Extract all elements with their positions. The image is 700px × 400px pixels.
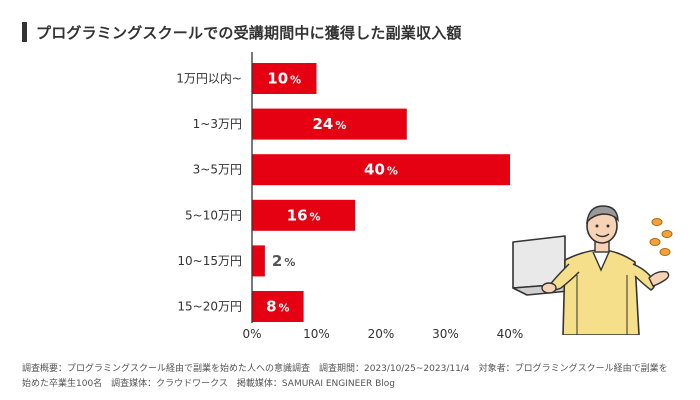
- bar: [252, 199, 356, 231]
- x-tick-label: 30%: [432, 327, 459, 341]
- value-label: 40%: [364, 161, 398, 179]
- x-tick-label: 0%: [242, 327, 261, 341]
- value-label: 2%: [272, 252, 295, 270]
- chart-title: プログラミングスクールでの受講期間中に獲得した副業収入額: [22, 20, 462, 44]
- value-label: 8%: [266, 298, 289, 316]
- category-label: 15~20万円: [177, 300, 242, 314]
- value-label: 16%: [287, 206, 321, 224]
- value-label: 24%: [312, 115, 346, 133]
- coin-icon: [649, 218, 673, 256]
- bar: [252, 108, 407, 140]
- survey-footnote: 調査概要：プログラミングスクール経由で副業を始めた人への意識調査 調査期間：20…: [22, 362, 682, 392]
- footnote-line-2: 始めた卒業生100名 調査媒体：クラウドワークス 掲載媒体：SAMURAI EN…: [22, 379, 396, 389]
- category-label: 10~15万円: [177, 254, 242, 268]
- chart-title-text: プログラミングスクールでの受講期間中に獲得した副業収入額: [36, 23, 462, 42]
- footnote-line-1: 調査概要：プログラミングスクール経由で副業を始めた人への意識調査 調査期間：20…: [22, 364, 668, 374]
- bar: [252, 291, 304, 322]
- person-with-laptop-illustration-icon: [512, 205, 673, 335]
- bar: [252, 154, 510, 186]
- bar: [252, 245, 265, 277]
- category-label: 1万円以内~: [176, 72, 242, 86]
- category-label: 5~10万円: [185, 208, 242, 222]
- category-label: 3~5万円: [193, 163, 242, 177]
- bar-chart: 1万円以内~ 10 % 1~3万円 24 % 3~5万円 40 % 5~10万円 16 % 10~15万…: [176, 52, 524, 341]
- bar: [252, 63, 317, 94]
- value-label: 10%: [267, 70, 301, 88]
- x-tick-label: 20%: [368, 327, 395, 341]
- title-accent-bar: [22, 22, 27, 42]
- x-tick-label: 40%: [497, 327, 524, 341]
- category-label: 1~3万円: [193, 117, 242, 131]
- x-tick-label: 10%: [303, 327, 330, 341]
